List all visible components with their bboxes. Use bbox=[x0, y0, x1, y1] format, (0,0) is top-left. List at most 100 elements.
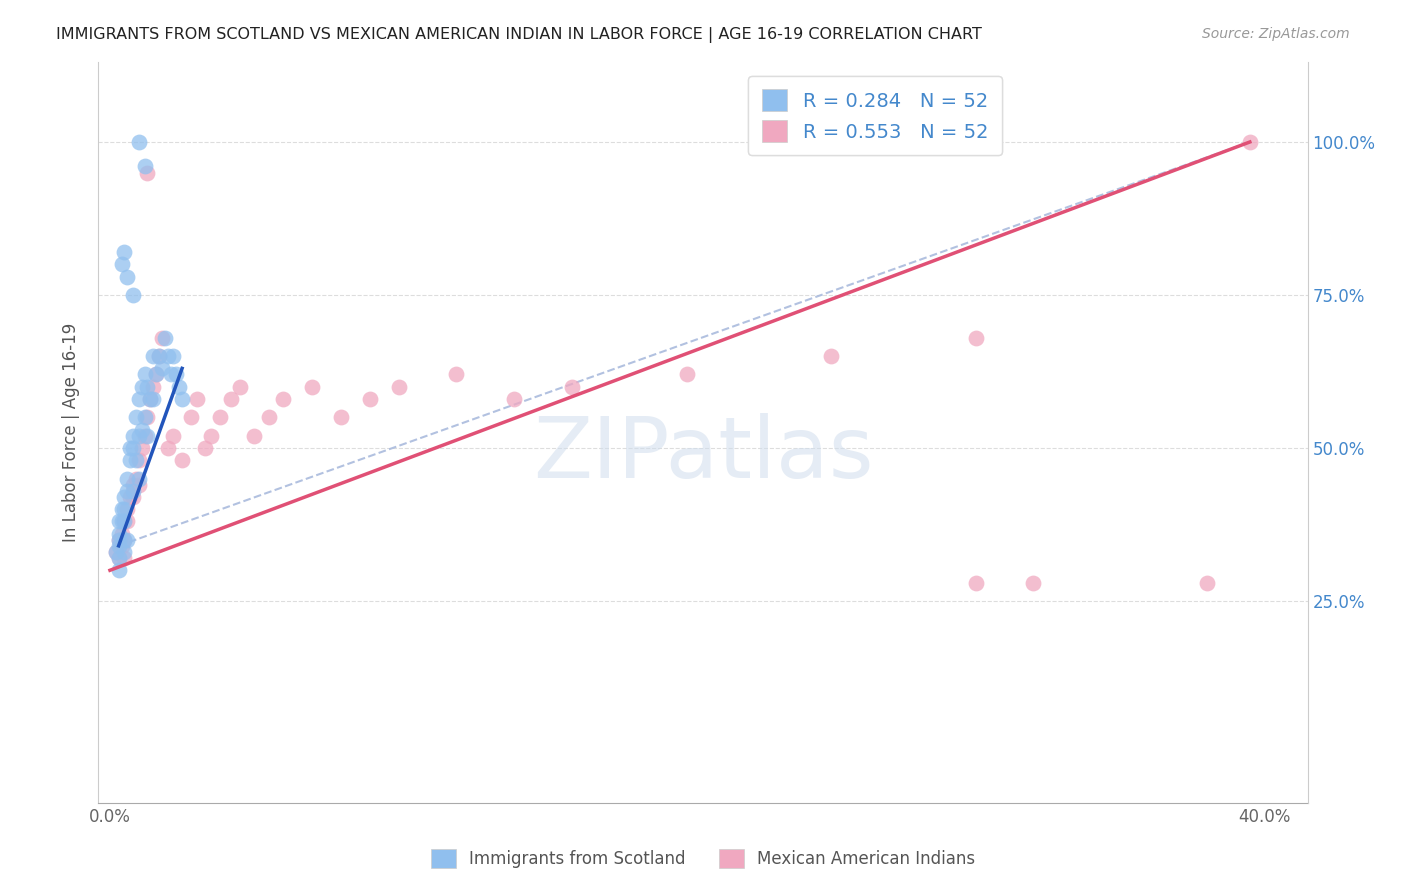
Point bbox=[186, 392, 208, 406]
Point bbox=[159, 368, 181, 382]
Point bbox=[125, 410, 148, 425]
Point bbox=[107, 533, 129, 547]
Point bbox=[112, 514, 135, 528]
Point bbox=[104, 545, 127, 559]
Point bbox=[107, 539, 129, 553]
Point bbox=[965, 575, 987, 590]
Point bbox=[676, 368, 699, 382]
Point bbox=[1239, 135, 1261, 149]
Point bbox=[156, 441, 179, 455]
Point bbox=[112, 502, 135, 516]
Point bbox=[107, 514, 129, 528]
Point bbox=[104, 545, 127, 559]
Point bbox=[112, 245, 135, 260]
Point bbox=[134, 368, 156, 382]
Point bbox=[117, 514, 139, 528]
Point bbox=[128, 135, 150, 149]
Point bbox=[117, 269, 139, 284]
Point bbox=[107, 563, 129, 577]
Point bbox=[110, 257, 132, 271]
Point bbox=[162, 349, 184, 363]
Point bbox=[150, 361, 173, 376]
Point bbox=[110, 514, 132, 528]
Point bbox=[1022, 575, 1045, 590]
Point bbox=[107, 533, 129, 547]
Point bbox=[139, 392, 162, 406]
Point bbox=[136, 380, 159, 394]
Point bbox=[107, 551, 129, 566]
Point bbox=[112, 533, 135, 547]
Point bbox=[112, 533, 135, 547]
Point bbox=[107, 526, 129, 541]
Point bbox=[122, 490, 145, 504]
Point bbox=[150, 331, 173, 345]
Point bbox=[122, 441, 145, 455]
Point bbox=[172, 453, 194, 467]
Point bbox=[128, 428, 150, 442]
Point bbox=[112, 514, 135, 528]
Point bbox=[180, 410, 202, 425]
Point bbox=[200, 428, 222, 442]
Text: IMMIGRANTS FROM SCOTLAND VS MEXICAN AMERICAN INDIAN IN LABOR FORCE | AGE 16-19 C: IMMIGRANTS FROM SCOTLAND VS MEXICAN AMER… bbox=[56, 27, 983, 43]
Point bbox=[128, 453, 150, 467]
Point bbox=[387, 380, 409, 394]
Point bbox=[122, 288, 145, 302]
Point bbox=[110, 526, 132, 541]
Point bbox=[136, 165, 159, 179]
Legend: Immigrants from Scotland, Mexican American Indians: Immigrants from Scotland, Mexican Americ… bbox=[425, 843, 981, 875]
Point bbox=[172, 392, 194, 406]
Point bbox=[1195, 575, 1218, 590]
Point bbox=[139, 392, 162, 406]
Point bbox=[820, 349, 842, 363]
Point bbox=[134, 160, 156, 174]
Point bbox=[208, 410, 231, 425]
Point bbox=[107, 551, 129, 566]
Point bbox=[117, 483, 139, 498]
Point bbox=[112, 551, 135, 566]
Point bbox=[122, 428, 145, 442]
Point bbox=[128, 477, 150, 491]
Point bbox=[125, 471, 148, 485]
Point bbox=[134, 428, 156, 442]
Point bbox=[271, 392, 294, 406]
Point bbox=[148, 349, 170, 363]
Point bbox=[194, 441, 217, 455]
Point bbox=[329, 410, 352, 425]
Point bbox=[167, 380, 190, 394]
Point bbox=[120, 453, 142, 467]
Point bbox=[257, 410, 280, 425]
Point bbox=[120, 490, 142, 504]
Point bbox=[162, 428, 184, 442]
Point bbox=[503, 392, 526, 406]
Point bbox=[128, 392, 150, 406]
Point bbox=[229, 380, 252, 394]
Point bbox=[142, 380, 165, 394]
Legend: R = 0.284   N = 52, R = 0.553   N = 52: R = 0.284 N = 52, R = 0.553 N = 52 bbox=[748, 76, 1001, 155]
Point bbox=[219, 392, 242, 406]
Point bbox=[145, 368, 167, 382]
Point bbox=[561, 380, 583, 394]
Text: ZIPatlas: ZIPatlas bbox=[533, 413, 873, 496]
Point bbox=[134, 410, 156, 425]
Point bbox=[301, 380, 323, 394]
Point bbox=[131, 380, 153, 394]
Point bbox=[117, 471, 139, 485]
Point bbox=[965, 331, 987, 345]
Point bbox=[243, 428, 266, 442]
Point bbox=[110, 502, 132, 516]
Point bbox=[120, 441, 142, 455]
Point bbox=[110, 539, 132, 553]
Point bbox=[156, 349, 179, 363]
Point bbox=[131, 441, 153, 455]
Text: Source: ZipAtlas.com: Source: ZipAtlas.com bbox=[1202, 27, 1350, 41]
Point bbox=[136, 428, 159, 442]
Point bbox=[117, 502, 139, 516]
Point bbox=[122, 477, 145, 491]
Point bbox=[148, 349, 170, 363]
Point bbox=[112, 545, 135, 559]
Point bbox=[165, 368, 187, 382]
Point bbox=[125, 453, 148, 467]
Point bbox=[128, 471, 150, 485]
Point bbox=[359, 392, 381, 406]
Point bbox=[446, 368, 468, 382]
